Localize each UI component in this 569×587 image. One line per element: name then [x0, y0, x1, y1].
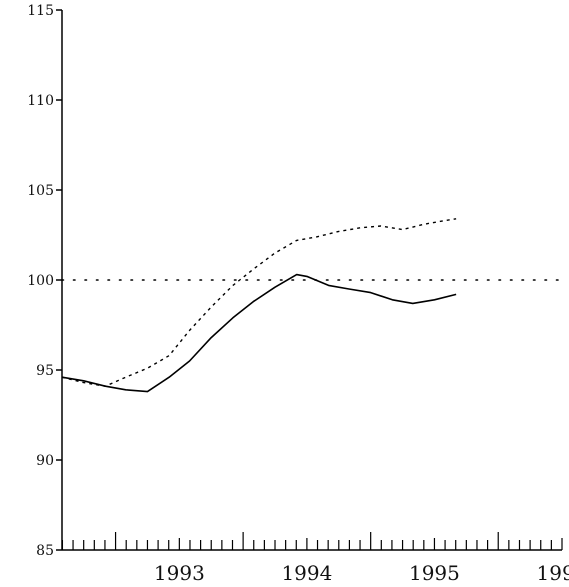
series-group [61, 218, 457, 393]
series-dashed-line [61, 218, 457, 387]
y-tick-label: 85 [36, 543, 54, 559]
y-tick-label: 110 [27, 93, 54, 109]
x-tick-label: 1993 [154, 561, 205, 585]
y-tick-label: 115 [27, 3, 54, 19]
y-tick-label: 95 [36, 363, 54, 379]
tick-labels: 85 90 95 100 105 110 115 1993 1994 1995 1996 [27, 3, 569, 585]
x-tick-label: 1996 [537, 561, 569, 585]
x-tick-label: 1994 [281, 561, 332, 585]
series-solid-line [61, 273, 457, 393]
y-tick-label: 90 [36, 453, 54, 469]
x-tick-label: 1995 [409, 561, 460, 585]
y-tick-label: 100 [27, 273, 54, 289]
y-tick-label: 105 [27, 183, 54, 199]
